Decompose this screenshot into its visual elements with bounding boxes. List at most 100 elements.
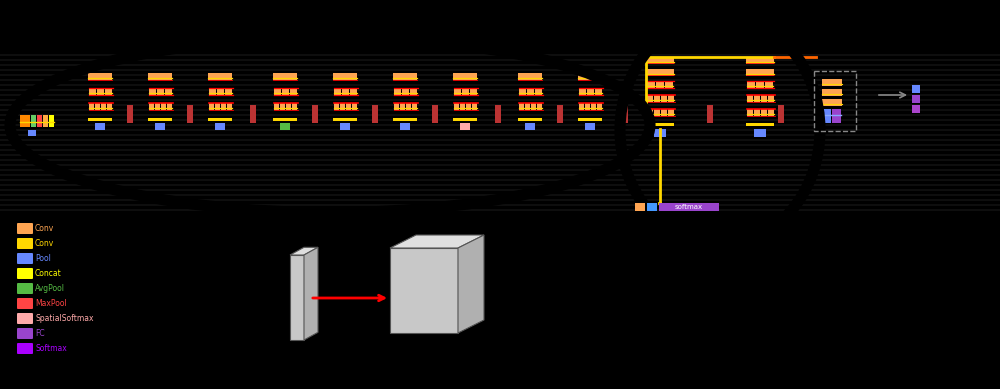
Bar [165, 88, 172, 95]
Bar [227, 103, 232, 110]
Bar [292, 103, 297, 110]
Bar [95, 103, 100, 110]
Polygon shape [290, 247, 318, 255]
Bar [208, 73, 232, 80]
Bar [746, 123, 774, 126]
Bar [352, 103, 357, 110]
Bar [595, 88, 602, 95]
Bar [149, 88, 156, 95]
Bar [101, 103, 106, 110]
Bar [635, 203, 645, 211]
Bar [765, 81, 773, 88]
Bar [167, 103, 172, 110]
Bar [747, 81, 755, 88]
Bar [149, 103, 154, 110]
Bar [157, 88, 164, 95]
Bar [654, 109, 660, 116]
Bar [761, 95, 767, 102]
Bar [537, 103, 542, 110]
Bar [654, 95, 660, 102]
Bar [127, 105, 133, 123]
Bar [460, 123, 470, 130]
Bar [519, 88, 526, 95]
Bar [453, 73, 477, 80]
Bar [462, 88, 469, 95]
Bar [754, 109, 760, 116]
Bar [215, 103, 220, 110]
Bar [707, 105, 713, 123]
Bar [393, 73, 417, 80]
Bar [282, 88, 289, 95]
FancyBboxPatch shape [17, 328, 33, 339]
Bar [754, 129, 766, 137]
Bar [647, 81, 655, 88]
Bar [531, 103, 536, 110]
Bar [340, 123, 350, 130]
Bar [334, 88, 341, 95]
Bar [148, 73, 172, 80]
Bar [454, 88, 461, 95]
Polygon shape [304, 247, 318, 340]
Bar [585, 103, 590, 110]
Bar [342, 88, 349, 95]
Bar [209, 88, 216, 95]
Bar [250, 105, 256, 123]
FancyBboxPatch shape [17, 343, 33, 354]
Bar [579, 88, 586, 95]
Bar [161, 103, 166, 110]
Bar [591, 103, 596, 110]
Bar [215, 123, 225, 130]
Bar [402, 88, 409, 95]
Bar [225, 88, 232, 95]
Bar [155, 103, 160, 110]
Bar [597, 103, 602, 110]
Bar [647, 95, 653, 102]
Bar [659, 203, 719, 211]
Bar [394, 103, 399, 110]
Bar [43, 115, 48, 127]
Bar [756, 81, 764, 88]
Bar [661, 109, 667, 116]
FancyBboxPatch shape [17, 268, 33, 279]
FancyBboxPatch shape [17, 253, 33, 264]
Bar [394, 88, 401, 95]
Bar [519, 103, 524, 110]
Bar [334, 103, 339, 110]
Bar [333, 118, 357, 121]
Bar [656, 81, 664, 88]
Bar [470, 88, 477, 95]
Bar [273, 118, 297, 121]
Bar [754, 95, 760, 102]
Bar [822, 89, 842, 96]
Bar [37, 115, 42, 127]
Bar [646, 69, 674, 76]
Bar [312, 105, 318, 123]
Text: Conv: Conv [35, 239, 54, 248]
Bar [107, 103, 112, 110]
Bar [286, 103, 291, 110]
Bar [768, 109, 774, 116]
Bar [822, 99, 842, 106]
Text: SpatialSoftmax: SpatialSoftmax [35, 314, 94, 323]
Bar [646, 123, 674, 126]
Bar [768, 95, 774, 102]
Bar [208, 118, 232, 121]
Bar [49, 115, 54, 127]
Bar [280, 103, 285, 110]
Bar [472, 103, 477, 110]
FancyBboxPatch shape [17, 313, 33, 324]
Bar [654, 129, 666, 137]
Bar [832, 109, 841, 123]
Bar [28, 130, 36, 136]
Bar [97, 88, 104, 95]
Bar [20, 115, 30, 127]
Bar [89, 88, 96, 95]
Bar [535, 88, 542, 95]
Bar [290, 88, 297, 95]
Bar [525, 103, 530, 110]
Bar [661, 95, 667, 102]
Bar [525, 123, 535, 130]
FancyBboxPatch shape [17, 223, 33, 234]
FancyBboxPatch shape [17, 238, 33, 249]
Polygon shape [458, 235, 484, 333]
